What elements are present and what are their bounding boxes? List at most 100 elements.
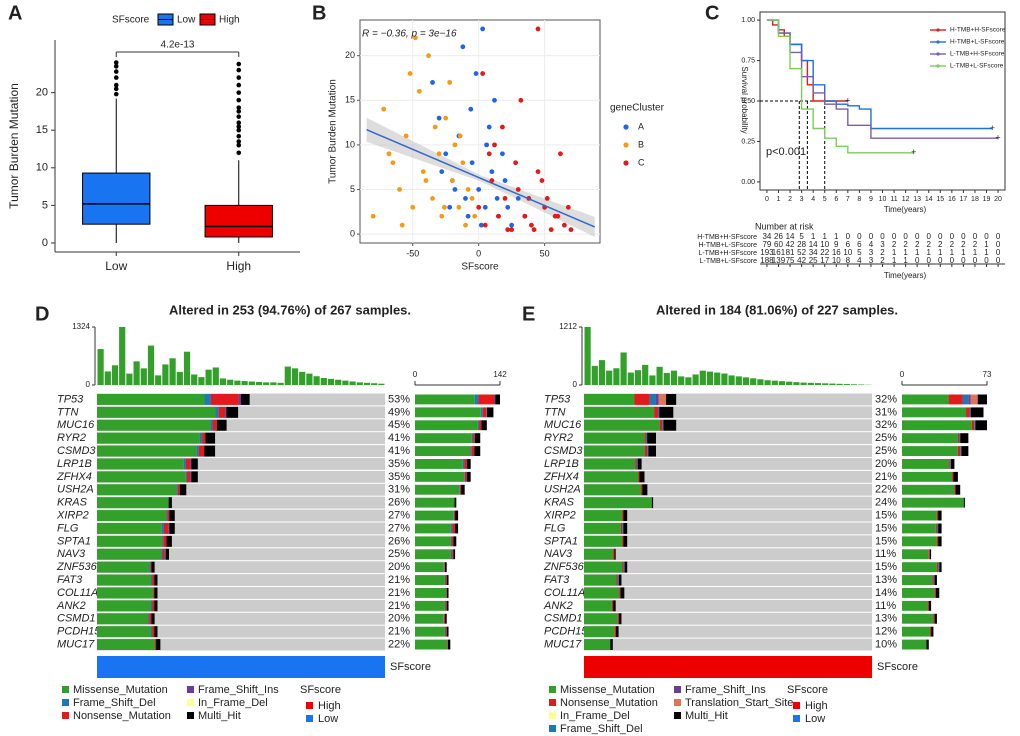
point — [505, 227, 511, 233]
risk-count: 2 — [961, 240, 966, 249]
legend-label: H-TMB+H-SFscore — [950, 27, 1006, 34]
row-background — [584, 432, 872, 445]
mutation-cell — [97, 458, 184, 470]
mutation-cell — [97, 484, 177, 496]
tmb-bar — [313, 376, 320, 385]
side-bar — [470, 446, 472, 456]
side-bar — [934, 613, 937, 624]
tmb-bar — [598, 360, 606, 385]
risk-count: 16 — [832, 248, 841, 257]
percent-label: 21% — [875, 471, 897, 483]
mutation-cell — [584, 535, 623, 547]
mutation-cell — [620, 523, 623, 534]
row-background — [584, 587, 872, 599]
percent-label: 20% — [388, 561, 410, 573]
legend-marker — [936, 28, 940, 32]
risk-count: 1 — [903, 248, 908, 257]
point — [492, 142, 497, 148]
percent-label: 22% — [875, 484, 897, 496]
side-bar — [486, 407, 494, 418]
tmb-bar — [212, 367, 219, 385]
mutation-cell — [584, 639, 611, 650]
x-tick-label: 18 — [971, 196, 979, 203]
x-tick-label: 0 — [765, 196, 769, 203]
side-tick-label: 73 — [983, 370, 992, 379]
tmb-bar — [205, 369, 212, 385]
tmb-bar — [620, 352, 627, 385]
row-background — [97, 548, 385, 561]
row-background — [584, 483, 872, 496]
gene-label: SPTA1 — [544, 535, 578, 547]
mutation-cell — [186, 471, 191, 483]
side-bar — [938, 562, 940, 573]
side-bar — [933, 613, 935, 624]
legend-swatch — [62, 712, 69, 719]
mutation-cell — [641, 484, 643, 496]
side-bar — [935, 588, 940, 598]
side-bar — [902, 639, 927, 650]
gene-label: ANK2 — [543, 600, 573, 612]
tmb-bar — [721, 373, 728, 385]
row-background — [97, 483, 385, 496]
risk-count: 0 — [903, 232, 908, 241]
tmb-bar — [656, 366, 663, 385]
row-background — [584, 548, 872, 561]
tmb-bar — [649, 375, 656, 385]
tmb-bar — [176, 371, 183, 385]
tmb-tick-label: 0 — [573, 380, 578, 389]
y-tick-label: 0.50 — [741, 98, 755, 105]
mutation-cell — [623, 523, 628, 534]
mutation-cell — [162, 535, 164, 547]
side-bar — [961, 446, 969, 456]
point — [480, 26, 486, 32]
mutation-cell — [622, 510, 624, 521]
mutation-cell — [212, 419, 217, 431]
point — [558, 151, 563, 157]
risk-count: 4 — [857, 256, 862, 265]
side-bar — [464, 471, 467, 482]
point — [531, 227, 537, 233]
side-bar — [452, 523, 455, 534]
percent-label: 45% — [388, 419, 410, 431]
risk-row-label: L-TMB+H-SFscore — [698, 250, 757, 257]
point — [463, 222, 468, 228]
tmb-bar — [198, 377, 205, 385]
x-tick-label: 2 — [788, 196, 792, 203]
mutation-cell — [179, 484, 187, 496]
outlier — [236, 97, 242, 103]
mutation-cell — [635, 458, 637, 470]
mutation-cell — [154, 639, 157, 650]
mutation-cell — [624, 561, 628, 573]
risk-count: 0 — [938, 232, 943, 241]
side-bar — [950, 459, 955, 469]
percent-label: 32% — [875, 419, 897, 431]
gene-label: COL11A1 — [544, 587, 592, 599]
mutation-cell — [97, 561, 150, 573]
side-bar — [415, 497, 455, 508]
tmb-bar — [850, 384, 858, 385]
percent-label: 15% — [875, 509, 897, 521]
mutation-cell — [97, 419, 211, 431]
side-bar — [480, 407, 483, 418]
risk-count: 2 — [973, 240, 978, 249]
legend-label: L-TMB+L-SFscore — [950, 63, 1004, 70]
tmb-bar — [728, 375, 735, 385]
risk-count: 81 — [786, 248, 795, 257]
box — [82, 172, 151, 225]
mutation-cell — [584, 587, 620, 599]
side-bar — [902, 471, 953, 482]
side-bar — [459, 484, 460, 495]
percent-label: 21% — [388, 626, 410, 638]
risk-row-label: H-TMB+H-SFscore — [697, 234, 757, 241]
side-bar — [902, 626, 930, 637]
mutation-cell — [97, 548, 162, 560]
outlier — [236, 133, 242, 139]
tmb-bar — [133, 361, 140, 385]
risk-count: 17 — [820, 256, 829, 265]
point — [476, 204, 482, 210]
mutation-cell — [166, 535, 172, 547]
mutation-cell — [226, 406, 239, 418]
mutation-cell — [614, 548, 616, 560]
outlier — [236, 150, 242, 156]
side-bar — [902, 433, 958, 444]
